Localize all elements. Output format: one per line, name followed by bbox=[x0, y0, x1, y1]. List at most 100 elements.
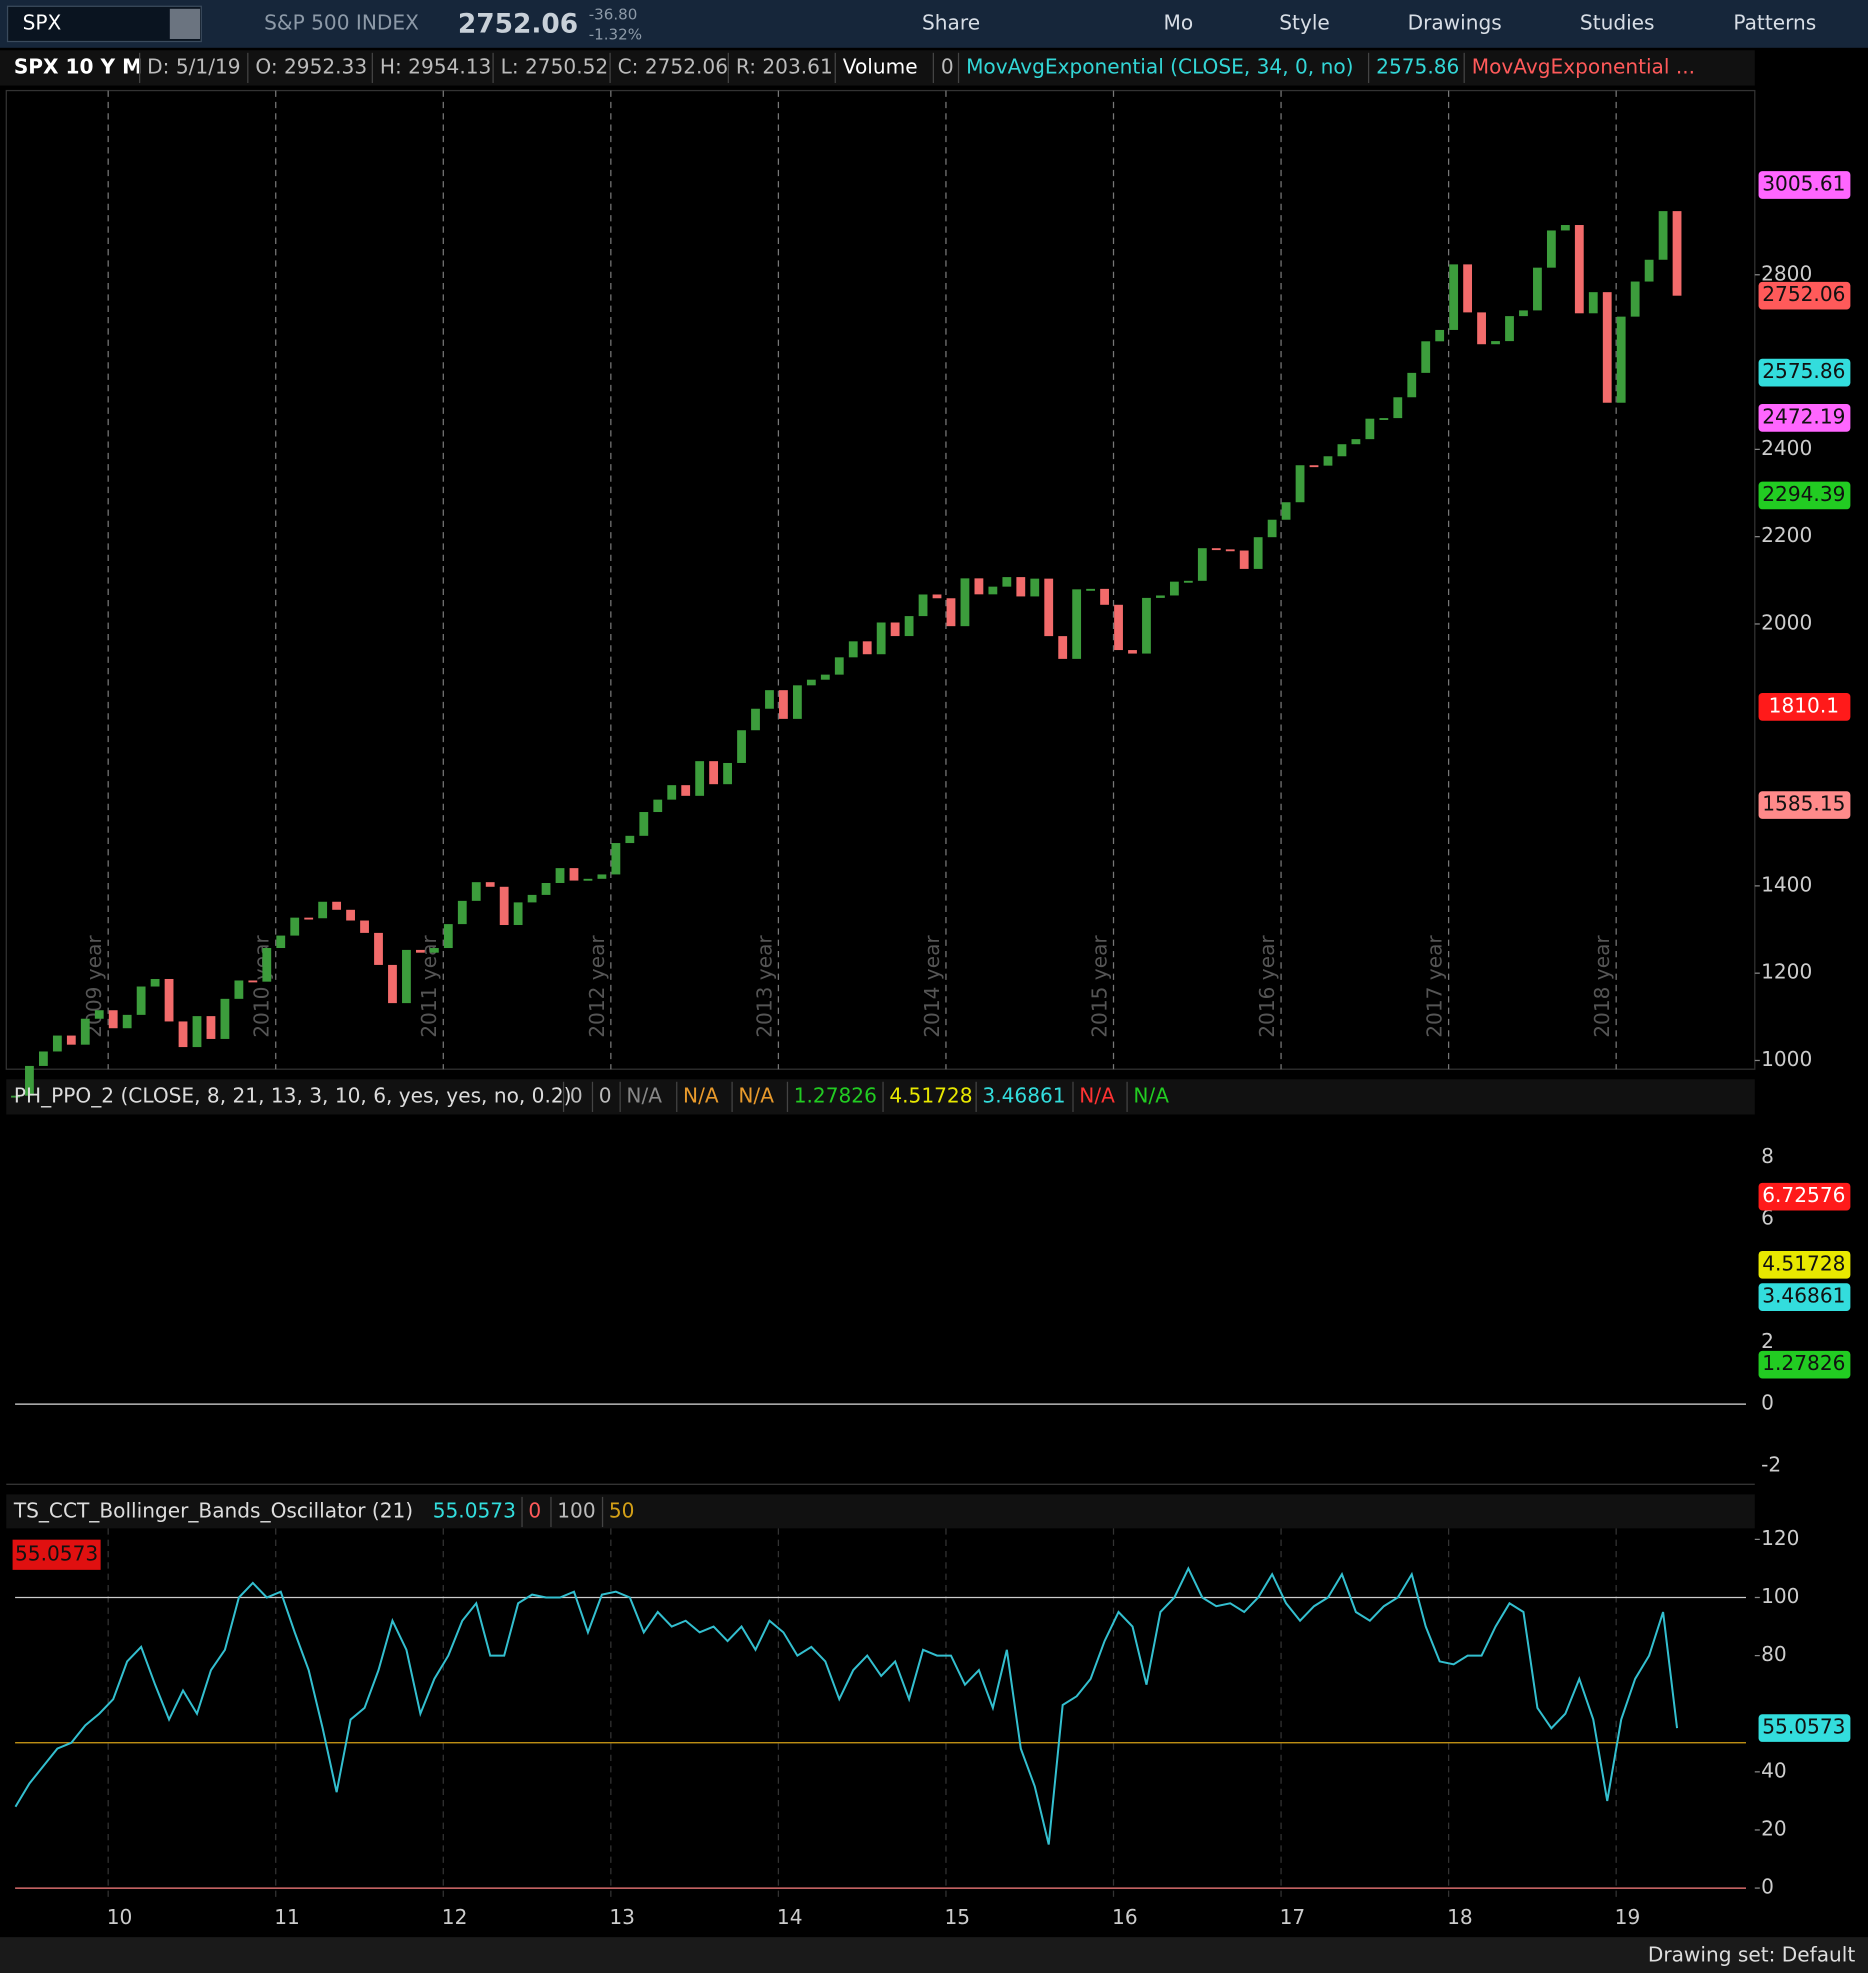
value-marker-label: 3.46861 bbox=[1762, 1284, 1845, 1308]
candle bbox=[513, 902, 523, 926]
toolbar-button[interactable]: Share bbox=[922, 10, 980, 34]
x-tick-label: 12 bbox=[442, 1905, 468, 1929]
year-label: 2013 year bbox=[752, 935, 776, 1038]
candle bbox=[304, 917, 314, 920]
symbol-dropdown[interactable] bbox=[169, 8, 201, 39]
candle bbox=[346, 909, 355, 921]
y-tick-label: 2 bbox=[1761, 1329, 1774, 1353]
candle bbox=[1630, 281, 1640, 317]
price-marker-label: 2294.39 bbox=[1762, 482, 1845, 506]
candle bbox=[38, 1051, 48, 1066]
candle bbox=[262, 948, 272, 982]
value-marker-label: 4.51728 bbox=[1762, 1251, 1845, 1275]
candle bbox=[206, 1016, 216, 1039]
ppo-header-value: N/A bbox=[738, 1083, 774, 1107]
candle bbox=[862, 641, 872, 655]
candle bbox=[1588, 292, 1598, 314]
last-price: 2752.06 bbox=[458, 9, 578, 40]
toolbar-button[interactable]: Patterns bbox=[1733, 10, 1816, 34]
value-marker-label: 1.27826 bbox=[1762, 1351, 1845, 1375]
candle bbox=[1505, 316, 1514, 342]
candle bbox=[792, 685, 802, 719]
candle bbox=[192, 1016, 202, 1048]
x-tick-label: 16 bbox=[1112, 1905, 1138, 1929]
candle bbox=[1616, 316, 1626, 403]
candle bbox=[681, 785, 691, 796]
x-tick-label: 15 bbox=[944, 1905, 970, 1929]
candle bbox=[318, 901, 328, 919]
ppo-header-bar bbox=[6, 1079, 1755, 1115]
bb-header-value: 50 bbox=[609, 1498, 635, 1522]
candle bbox=[122, 1014, 132, 1029]
value-marker-label: 55.0573 bbox=[1762, 1715, 1845, 1739]
candle bbox=[402, 949, 411, 1004]
candle bbox=[415, 949, 425, 953]
candle bbox=[485, 882, 495, 887]
candle bbox=[1365, 418, 1375, 440]
bb-title: TS_CCT_Bollinger_Bands_Oscillator (21) bbox=[13, 1498, 413, 1522]
x-tick-label: 19 bbox=[1615, 1905, 1641, 1929]
candle bbox=[1309, 465, 1319, 468]
toolbar-button[interactable]: Style bbox=[1279, 10, 1330, 34]
header-item: SPX 10 Y M bbox=[14, 54, 142, 78]
candle bbox=[429, 948, 439, 953]
toolbar-button[interactable]: Drawings bbox=[1408, 10, 1502, 34]
x-tick-label: 13 bbox=[609, 1905, 635, 1929]
year-label: 2012 year bbox=[585, 935, 609, 1038]
candle bbox=[220, 998, 230, 1039]
candle bbox=[1044, 578, 1054, 637]
value-marker bbox=[1758, 1283, 1851, 1311]
toolbar bbox=[0, 0, 1868, 48]
candle bbox=[1463, 264, 1473, 313]
description: S&P 500 INDEX bbox=[264, 10, 419, 34]
symbol[interactable]: SPX bbox=[23, 10, 62, 34]
candle bbox=[541, 883, 551, 895]
candle bbox=[1114, 604, 1123, 651]
price-marker bbox=[1758, 481, 1851, 510]
candle bbox=[737, 730, 746, 763]
candle bbox=[1435, 329, 1445, 342]
candle bbox=[1169, 581, 1179, 596]
candle bbox=[625, 835, 635, 844]
candle bbox=[1072, 589, 1082, 659]
y-tick-label: 6 bbox=[1761, 1206, 1774, 1230]
value-marker bbox=[1758, 1714, 1851, 1742]
candle bbox=[471, 882, 481, 901]
price-marker bbox=[1758, 171, 1851, 199]
header-item: H: 2954.13 bbox=[380, 54, 491, 78]
candle bbox=[1100, 588, 1109, 605]
status-text: Drawing set: Default bbox=[1648, 1943, 1856, 1967]
candle bbox=[751, 708, 760, 731]
candle bbox=[639, 812, 649, 836]
candle bbox=[1574, 225, 1584, 314]
candle bbox=[1323, 456, 1333, 466]
header-item: 0 bbox=[941, 54, 954, 78]
candle bbox=[1086, 588, 1096, 591]
candle bbox=[1281, 502, 1291, 520]
symbol-box[interactable] bbox=[6, 5, 202, 43]
ppo-header-value: 4.51728 bbox=[889, 1083, 972, 1107]
candle bbox=[290, 917, 300, 936]
y-tick-label: 2200 bbox=[1761, 523, 1812, 547]
candle bbox=[611, 843, 621, 875]
y-tick-label: 1400 bbox=[1761, 872, 1812, 896]
year-label: 2018 year bbox=[1590, 935, 1614, 1038]
candle bbox=[94, 1010, 104, 1019]
candle bbox=[1211, 548, 1221, 551]
x-tick-label: 11 bbox=[274, 1905, 300, 1929]
candle bbox=[946, 598, 956, 627]
price-marker bbox=[1758, 281, 1851, 310]
toolbar-button[interactable]: Mo bbox=[1164, 10, 1194, 34]
candle bbox=[1253, 537, 1263, 569]
candle bbox=[848, 641, 858, 658]
ppo-header-value: N/A bbox=[1133, 1083, 1169, 1107]
candle bbox=[1519, 310, 1528, 317]
candle bbox=[1142, 597, 1151, 654]
y-tick-label: 8 bbox=[1761, 1144, 1774, 1168]
candle bbox=[820, 674, 830, 680]
status-bar bbox=[0, 1937, 1868, 1973]
candle bbox=[1016, 577, 1026, 597]
price-marker-label: 2575.86 bbox=[1762, 359, 1845, 383]
candle bbox=[653, 799, 663, 813]
toolbar-button[interactable]: Studies bbox=[1580, 10, 1655, 34]
